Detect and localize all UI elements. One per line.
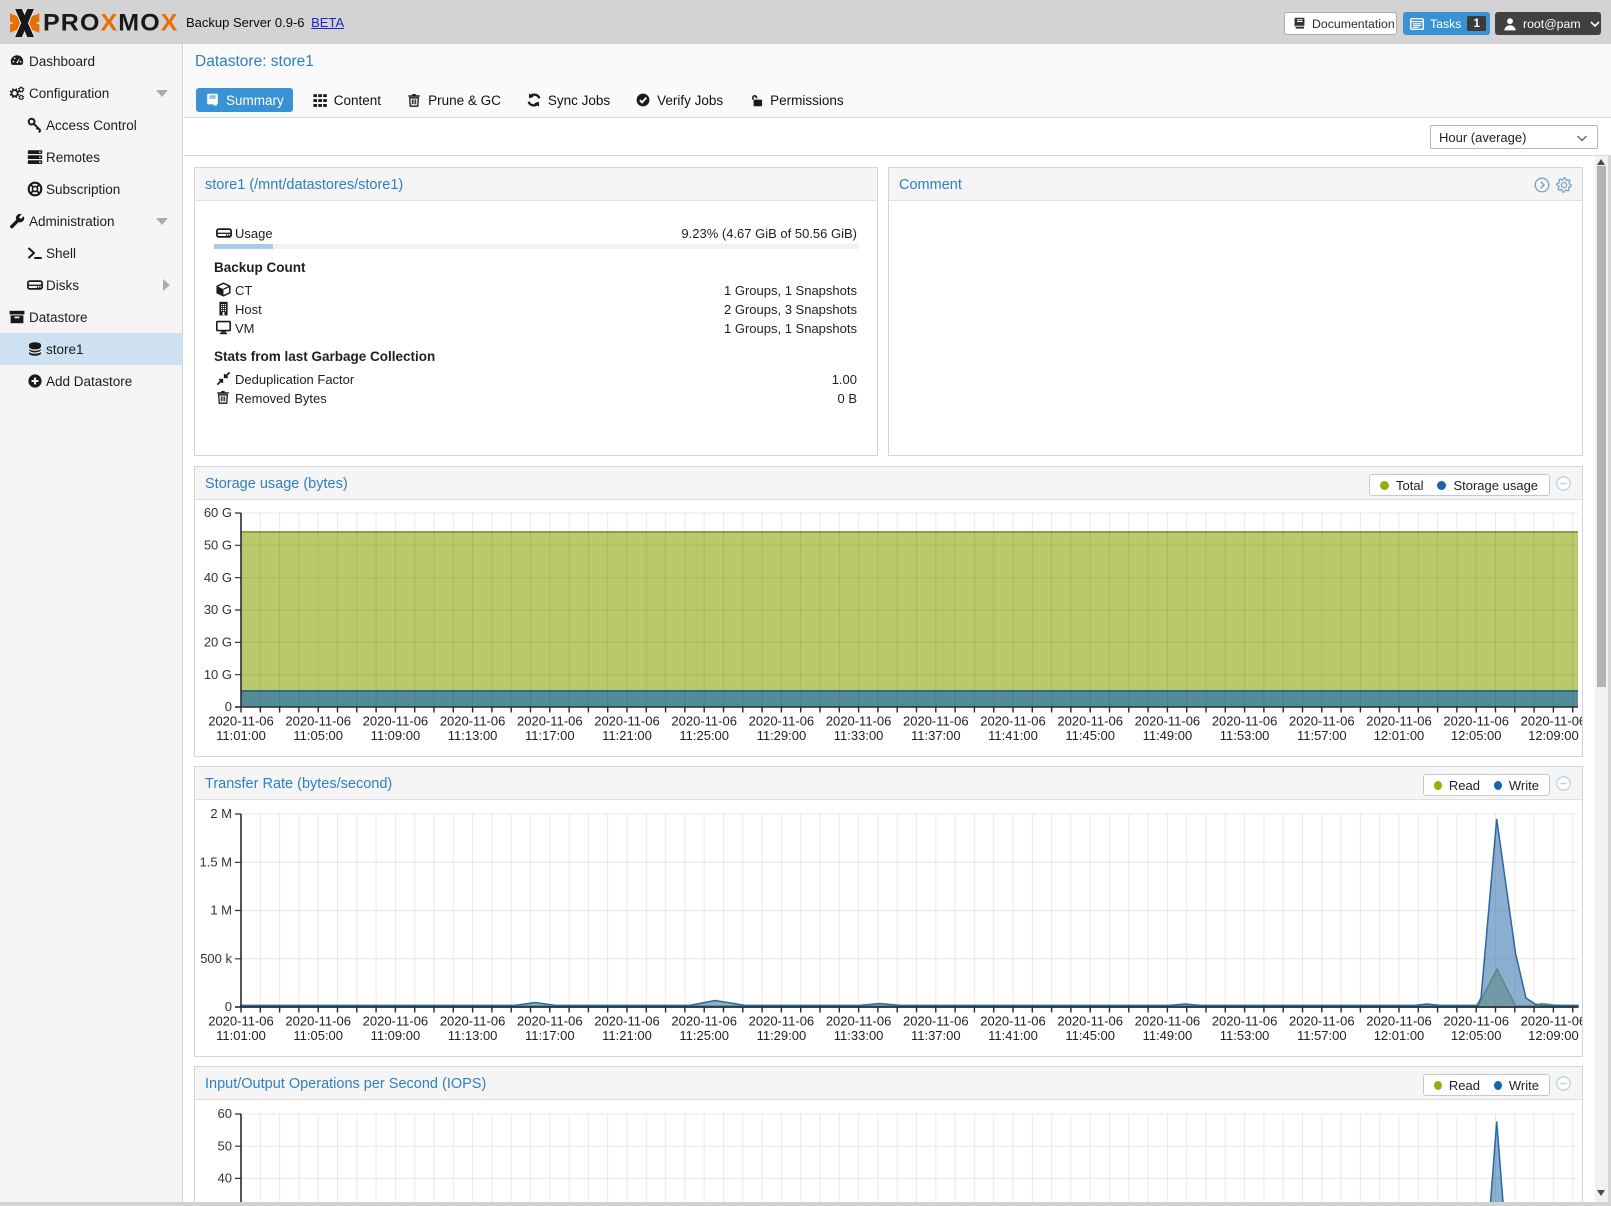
svg-text:2020-11-06: 2020-11-06 xyxy=(285,714,351,729)
svg-text:1 M: 1 M xyxy=(210,903,232,918)
svg-text:11:05:00: 11:05:00 xyxy=(293,728,343,743)
svg-text:11:01:00: 11:01:00 xyxy=(216,1028,266,1043)
svg-text:2020-11-06: 2020-11-06 xyxy=(671,714,737,729)
svg-text:11:57:00: 11:57:00 xyxy=(1297,1028,1347,1043)
svg-text:2020-11-06: 2020-11-06 xyxy=(980,1014,1046,1029)
svg-text:2020-11-06: 2020-11-06 xyxy=(1366,714,1432,729)
svg-text:20 G: 20 G xyxy=(204,635,232,650)
svg-text:2020-11-06: 2020-11-06 xyxy=(594,1014,660,1029)
svg-text:1.5 M: 1.5 M xyxy=(199,855,232,870)
svg-text:11:37:00: 11:37:00 xyxy=(911,728,961,743)
svg-text:2020-11-06: 2020-11-06 xyxy=(1135,1014,1201,1029)
svg-text:12:05:00: 12:05:00 xyxy=(1451,728,1502,743)
svg-text:11:21:00: 11:21:00 xyxy=(602,1028,652,1043)
svg-text:2020-11-06: 2020-11-06 xyxy=(363,1014,429,1029)
svg-text:11:49:00: 11:49:00 xyxy=(1143,728,1193,743)
svg-text:2020-11-06: 2020-11-06 xyxy=(208,1014,274,1029)
svg-text:11:29:00: 11:29:00 xyxy=(757,1028,807,1043)
svg-text:2020-11-06: 2020-11-06 xyxy=(903,1014,969,1029)
svg-text:2020-11-06: 2020-11-06 xyxy=(440,714,506,729)
svg-text:11:01:00: 11:01:00 xyxy=(216,728,266,743)
svg-text:2020-11-06: 2020-11-06 xyxy=(826,1014,892,1029)
svg-text:2020-11-06: 2020-11-06 xyxy=(517,714,583,729)
svg-text:2020-11-06: 2020-11-06 xyxy=(1443,714,1509,729)
svg-text:2020-11-06: 2020-11-06 xyxy=(1057,1014,1123,1029)
svg-text:11:13:00: 11:13:00 xyxy=(448,1028,498,1043)
svg-text:2020-11-06: 2020-11-06 xyxy=(594,714,660,729)
svg-text:11:33:00: 11:33:00 xyxy=(834,728,884,743)
svg-text:2020-11-06: 2020-11-06 xyxy=(826,714,892,729)
svg-text:2020-11-06: 2020-11-06 xyxy=(1135,714,1201,729)
svg-text:10 G: 10 G xyxy=(204,667,232,682)
svg-text:2020-11-06: 2020-11-06 xyxy=(1443,1014,1509,1029)
svg-text:11:05:00: 11:05:00 xyxy=(293,1028,343,1043)
svg-text:11:41:00: 11:41:00 xyxy=(988,1028,1038,1043)
svg-text:0: 0 xyxy=(225,699,232,714)
svg-text:11:57:00: 11:57:00 xyxy=(1297,728,1347,743)
svg-text:11:17:00: 11:17:00 xyxy=(525,728,575,743)
svg-text:11:25:00: 11:25:00 xyxy=(679,1028,729,1043)
svg-text:11:33:00: 11:33:00 xyxy=(834,1028,884,1043)
svg-text:12:01:00: 12:01:00 xyxy=(1374,1028,1425,1043)
svg-text:11:17:00: 11:17:00 xyxy=(525,1028,575,1043)
svg-text:2020-11-06: 2020-11-06 xyxy=(440,1014,506,1029)
svg-text:11:53:00: 11:53:00 xyxy=(1220,1028,1270,1043)
svg-text:12:09:00: 12:09:00 xyxy=(1528,1028,1579,1043)
svg-text:11:13:00: 11:13:00 xyxy=(448,728,498,743)
svg-text:2020-11-06: 2020-11-06 xyxy=(980,714,1046,729)
svg-text:30 G: 30 G xyxy=(204,602,232,617)
svg-text:2020-11-06: 2020-11-06 xyxy=(1057,714,1123,729)
svg-text:11:45:00: 11:45:00 xyxy=(1065,1028,1115,1043)
svg-text:11:41:00: 11:41:00 xyxy=(988,728,1038,743)
svg-text:11:29:00: 11:29:00 xyxy=(757,728,807,743)
svg-text:11:45:00: 11:45:00 xyxy=(1065,728,1115,743)
svg-text:50: 50 xyxy=(218,1138,232,1153)
svg-text:2020-11-06: 2020-11-06 xyxy=(1289,714,1355,729)
svg-text:11:09:00: 11:09:00 xyxy=(371,1028,421,1043)
svg-text:12:01:00: 12:01:00 xyxy=(1374,728,1425,743)
svg-text:2020-11-06: 2020-11-06 xyxy=(1521,714,1582,729)
svg-text:0: 0 xyxy=(225,999,232,1014)
svg-text:50 G: 50 G xyxy=(204,538,232,553)
svg-text:40: 40 xyxy=(218,1171,232,1186)
svg-text:2020-11-06: 2020-11-06 xyxy=(1289,1014,1355,1029)
svg-text:2020-11-06: 2020-11-06 xyxy=(517,1014,583,1029)
svg-text:11:53:00: 11:53:00 xyxy=(1220,728,1270,743)
svg-text:2 M: 2 M xyxy=(210,806,232,821)
svg-text:40 G: 40 G xyxy=(204,570,232,585)
svg-text:60: 60 xyxy=(218,1106,232,1121)
svg-text:11:09:00: 11:09:00 xyxy=(371,728,421,743)
svg-text:2020-11-06: 2020-11-06 xyxy=(1212,1014,1278,1029)
svg-text:2020-11-06: 2020-11-06 xyxy=(1521,1014,1582,1029)
svg-text:12:09:00: 12:09:00 xyxy=(1528,728,1579,743)
svg-text:11:49:00: 11:49:00 xyxy=(1143,1028,1193,1043)
svg-text:11:25:00: 11:25:00 xyxy=(679,728,729,743)
svg-text:2020-11-06: 2020-11-06 xyxy=(1366,1014,1432,1029)
svg-text:60 G: 60 G xyxy=(204,505,232,520)
svg-text:2020-11-06: 2020-11-06 xyxy=(1212,714,1278,729)
svg-text:2020-11-06: 2020-11-06 xyxy=(903,714,969,729)
svg-text:11:21:00: 11:21:00 xyxy=(602,728,652,743)
svg-text:12:05:00: 12:05:00 xyxy=(1451,1028,1502,1043)
svg-text:2020-11-06: 2020-11-06 xyxy=(208,714,274,729)
svg-text:2020-11-06: 2020-11-06 xyxy=(749,1014,815,1029)
svg-text:2020-11-06: 2020-11-06 xyxy=(363,714,429,729)
svg-text:2020-11-06: 2020-11-06 xyxy=(285,1014,351,1029)
svg-text:2020-11-06: 2020-11-06 xyxy=(671,1014,737,1029)
svg-text:500 k: 500 k xyxy=(200,951,232,966)
svg-text:2020-11-06: 2020-11-06 xyxy=(749,714,815,729)
svg-text:11:37:00: 11:37:00 xyxy=(911,1028,961,1043)
